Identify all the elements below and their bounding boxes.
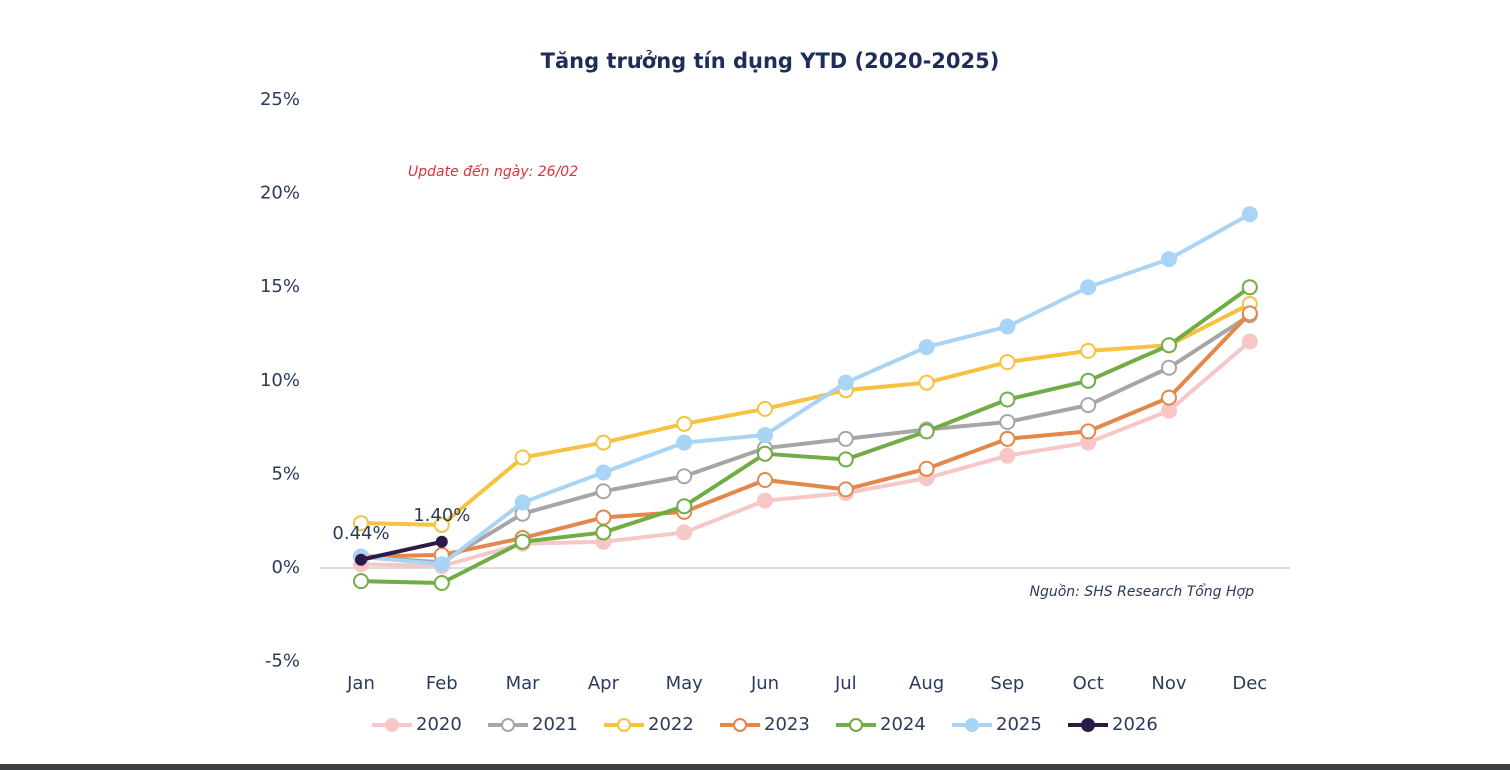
annotation: Update đến ngày: 26/02 [408,163,578,180]
x-tick-label: Mar [506,673,541,694]
y-tick-label: 10% [260,370,300,391]
marker [999,318,1016,335]
legend-marker [733,718,747,732]
x-tick-label: Sep [990,673,1024,694]
legend-marker [1081,718,1095,732]
marker [837,374,854,391]
legend-label: 2025 [996,714,1042,735]
marker [918,423,935,440]
marker [757,400,773,417]
marker [1080,423,1097,440]
annotation: Nguồn: SHS Research Tổng Hợp [1030,583,1255,600]
marker [595,483,612,500]
legend-label: 2021 [532,714,578,735]
marker [514,533,531,550]
y-tick-label: 5% [271,463,300,484]
data-label: 0.44% [332,523,389,544]
marker [353,573,369,590]
marker [1161,337,1177,354]
marker [918,460,935,477]
marker [999,391,1016,408]
marker [676,468,693,485]
marker [837,451,854,468]
legend-label: 2026 [1112,714,1158,735]
marker [433,574,450,591]
marker [757,492,773,509]
legend-marker [385,718,399,732]
marker [355,553,367,566]
legend-marker [849,718,863,732]
marker [1241,305,1258,322]
legend-marker [501,718,515,732]
marker [757,427,773,444]
legend-marker [617,718,631,732]
marker [757,472,773,489]
marker [595,464,612,481]
marker [837,481,854,498]
marker [1161,359,1177,376]
legend-label: 2024 [880,714,926,735]
bottom-bar [0,764,1510,770]
x-tick-label: Jul [834,673,857,694]
x-tick-label: Jan [346,673,375,694]
marker [1161,402,1177,419]
marker [999,430,1016,447]
series-line [360,312,1252,559]
marker [1080,279,1097,296]
marker [353,515,369,532]
marker [1161,389,1177,406]
marker [1080,397,1097,414]
series-line [360,285,1251,585]
marker [435,535,448,548]
x-tick-label: Nov [1151,673,1186,694]
marker [595,509,612,526]
legend-label: 2022 [648,714,694,735]
x-tick-label: May [666,673,704,694]
marker [999,354,1016,371]
chart-title: Tăng trưởng tín dụng YTD (2020-2025) [541,49,1000,73]
marker [514,494,531,511]
marker [676,498,693,515]
series-line [360,212,1251,567]
series-line [360,539,443,562]
legend-marker [965,718,979,732]
marker [1241,333,1258,350]
legend-label: 2023 [764,714,810,735]
marker [1241,206,1258,223]
marker [1241,279,1258,296]
marker [676,524,693,541]
y-tick-label: 25% [260,89,300,110]
marker [676,434,693,451]
marker [595,524,612,541]
y-tick-label: -5% [265,651,300,672]
x-tick-label: Aug [909,673,944,694]
marker [433,516,450,533]
marker [1161,251,1177,268]
data-label: 1.40% [413,505,470,526]
series-line [360,302,1251,527]
y-tick-label: 0% [271,557,300,578]
marker [918,339,935,356]
marker [1080,342,1097,359]
legend-label: 2020 [416,714,462,735]
y-tick-label: 15% [260,276,300,297]
marker [676,415,693,432]
series-line [360,313,1251,565]
marker [757,445,773,462]
x-tick-label: Dec [1232,673,1267,694]
x-tick-label: Feb [426,673,458,694]
marker [433,556,450,573]
marker [999,447,1016,464]
marker [514,449,531,466]
marker [999,413,1016,430]
marker [1080,372,1097,389]
marker [837,430,854,447]
marker [918,374,935,391]
y-tick-label: 20% [260,183,300,204]
x-tick-label: Jun [750,673,779,694]
x-tick-label: Oct [1073,673,1104,694]
x-tick-label: Apr [588,673,620,694]
marker [595,434,612,451]
